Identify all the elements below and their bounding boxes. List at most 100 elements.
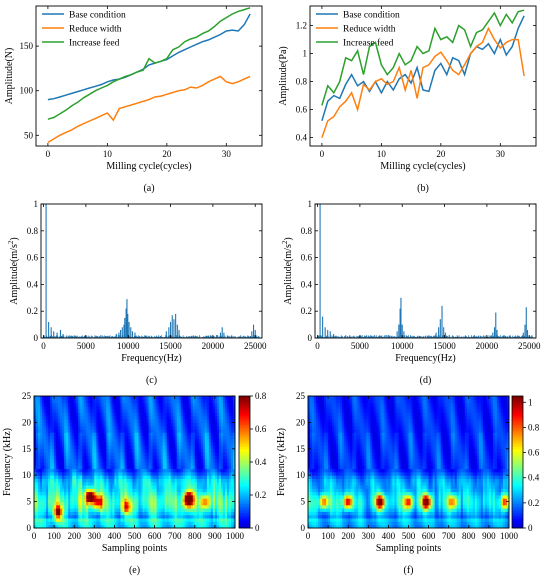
heatmap-cell xyxy=(156,465,160,469)
heatmap-cell xyxy=(214,475,218,479)
heatmap-cell xyxy=(128,442,131,446)
heatmap-cell xyxy=(106,415,109,420)
heatmap-cell xyxy=(184,402,188,407)
heatmap-cell xyxy=(102,495,105,499)
heatmap-cell xyxy=(120,478,123,483)
heatmap-cell xyxy=(54,485,57,489)
heatmap-cell xyxy=(38,468,41,473)
heatmap-cell xyxy=(186,445,190,450)
y-axis-label: Amplitude(m/s2) xyxy=(281,237,294,304)
x-tick-label: 0 xyxy=(32,531,37,541)
heatmap-cell xyxy=(136,465,139,469)
heatmap-cell xyxy=(154,445,158,450)
heatmap-cell xyxy=(154,498,158,502)
heatmap-cell xyxy=(170,458,174,463)
heatmap-cell xyxy=(198,504,202,509)
heatmap-cell xyxy=(174,438,178,443)
heatmap-cell xyxy=(72,504,75,509)
heatmap-cell xyxy=(82,475,85,479)
heatmap-cell xyxy=(60,448,63,453)
heatmap-cell xyxy=(96,468,99,473)
heatmap-cell xyxy=(34,521,37,526)
heatmap-cell xyxy=(116,415,119,420)
heatmap-cell xyxy=(228,458,232,463)
heatmap-cell xyxy=(152,478,155,483)
heatmap-cell xyxy=(156,448,160,453)
heatmap-cell xyxy=(60,435,63,440)
heatmap-cell xyxy=(130,481,133,486)
heatmap-cell xyxy=(58,455,61,460)
heatmap-cell xyxy=(96,511,99,516)
heatmap-cell xyxy=(102,465,105,469)
heatmap-cell xyxy=(94,491,97,496)
heatmap-cell xyxy=(146,458,149,463)
heatmap-cell xyxy=(114,498,117,502)
heatmap-cell xyxy=(178,478,182,483)
heatmap-cell xyxy=(214,524,218,529)
heatmap-cell xyxy=(190,412,194,417)
heatmap-cell xyxy=(80,518,83,522)
heatmap-cell xyxy=(210,445,214,450)
heatmap-cell xyxy=(68,422,71,427)
heatmap-cell xyxy=(58,432,61,436)
heatmap-cell xyxy=(218,475,222,479)
heatmap-cell xyxy=(94,442,97,446)
heatmap-cell xyxy=(146,475,149,479)
heatmap-cell xyxy=(42,402,45,407)
heatmap-cell xyxy=(214,471,218,476)
heatmap-cell xyxy=(64,475,67,479)
heatmap-cell xyxy=(228,468,232,473)
heatmap-cell xyxy=(48,448,51,453)
heatmap-cell xyxy=(130,409,133,413)
heatmap-cell xyxy=(164,425,168,430)
heatmap-cell xyxy=(104,508,107,512)
heatmap-cell xyxy=(54,458,57,463)
heatmap-cell xyxy=(86,514,89,519)
heatmap-cell xyxy=(188,462,192,466)
heatmap-cell xyxy=(74,399,77,403)
heatmap-cell xyxy=(178,396,182,400)
heatmap-cell xyxy=(186,438,190,443)
heatmap-cell xyxy=(80,455,83,460)
heatmap-cell xyxy=(108,524,111,529)
heatmap-cell xyxy=(186,491,190,496)
heatmap-cell xyxy=(218,524,222,529)
heatmap-cell xyxy=(132,495,135,499)
heatmap-cell xyxy=(110,521,113,526)
heatmap-cell xyxy=(110,475,113,479)
heatmap-cell xyxy=(70,518,73,522)
heatmap-cell xyxy=(104,425,107,430)
heatmap-cell xyxy=(216,514,220,519)
heatmap-cell xyxy=(132,402,135,407)
heatmap-cell xyxy=(62,438,65,443)
heatmap-cell xyxy=(100,405,103,410)
x-tick-label: 500 xyxy=(128,531,142,541)
heatmap-cell xyxy=(88,478,91,483)
y-label-main: Amplitude(m/s xyxy=(283,244,294,305)
heatmap-cell xyxy=(74,402,77,407)
heatmap-cell xyxy=(84,468,87,473)
heatmap-cell xyxy=(202,445,206,450)
heatmap-cell xyxy=(82,425,85,430)
heatmap-cell xyxy=(194,491,198,496)
heatmap-cell xyxy=(38,422,41,427)
heatmap-cell xyxy=(134,419,137,423)
heatmap-cell xyxy=(118,491,121,496)
heatmap-cell xyxy=(96,495,99,499)
heatmap-cell xyxy=(42,485,45,489)
heatmap-cell xyxy=(188,495,192,499)
heatmap-cell xyxy=(90,412,93,417)
heatmap-cell xyxy=(192,399,196,403)
heatmap-cell xyxy=(154,435,158,440)
heatmap-cell xyxy=(178,429,182,433)
heatmap-cell xyxy=(96,485,99,489)
heatmap-cell xyxy=(170,468,174,473)
heatmap-cell xyxy=(174,481,178,486)
heatmap-cell xyxy=(220,415,224,420)
heatmap-cell xyxy=(186,485,190,489)
heatmap-cell xyxy=(156,399,160,403)
heatmap-cell xyxy=(72,508,75,512)
heatmap-cell xyxy=(194,445,198,450)
heatmap-cell xyxy=(124,399,127,403)
heatmap-cell xyxy=(212,518,216,522)
